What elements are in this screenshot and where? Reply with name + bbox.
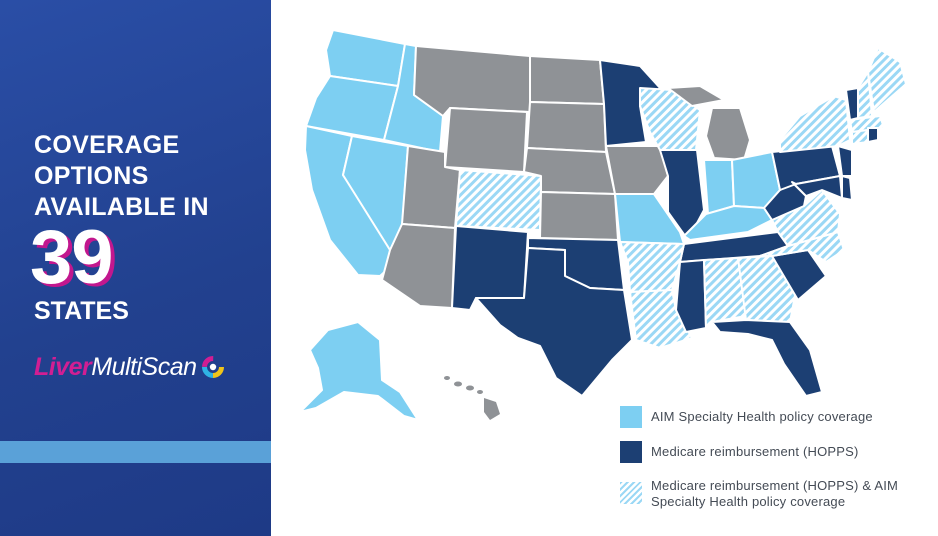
us-coverage-map — [299, 29, 907, 420]
state-michigan-upper — [667, 85, 725, 107]
state-kansas — [539, 191, 619, 241]
state-indiana — [703, 159, 735, 215]
brand-wordmark-liver: Liver — [34, 352, 92, 381]
sidebar-panel: COVERAGE OPTIONS AVAILABLE IN 39 STATES … — [0, 0, 271, 536]
legend-item-aim: AIM Specialty Health policy coverage — [620, 406, 873, 428]
state-virginia — [771, 189, 841, 247]
headline-line: AVAILABLE IN — [34, 193, 209, 221]
state-hawaii — [444, 376, 500, 420]
state-oregon — [305, 75, 399, 141]
state-colorado — [455, 169, 542, 231]
legend-label-line: Medicare reimbursement (HOPPS) & AIM — [651, 478, 899, 493]
legend-label: Medicare reimbursement (HOPPS) & AIM Spe… — [651, 478, 898, 510]
state-north-dakota — [529, 55, 605, 105]
state-maryland — [791, 175, 843, 199]
state-louisiana — [629, 289, 693, 349]
state-iowa — [605, 145, 669, 195]
legend-label: Medicare reimbursement (HOPPS) — [651, 441, 859, 460]
state-new-jersey — [837, 145, 853, 177]
legend-swatch-hopps — [620, 441, 642, 463]
legend-label-line: Medicare reimbursement (HOPPS) — [651, 444, 859, 459]
legend-swatch-hatched — [620, 482, 642, 504]
state-arkansas — [619, 241, 685, 293]
headline-line: COVERAGE — [34, 131, 180, 159]
brand-logo: Liver MultiScan — [34, 352, 225, 382]
legend-label-line: Specialty Health policy coverage — [651, 494, 846, 509]
state-montana — [413, 45, 531, 117]
state-alabama — [703, 257, 747, 329]
state-delaware — [841, 175, 853, 201]
coverage-headline: COVERAGE OPTIONS AVAILABLE IN — [34, 130, 264, 223]
state-new-hampshire — [857, 71, 873, 119]
legend-label: AIM Specialty Health policy coverage — [651, 406, 873, 425]
legend-swatch-aim — [620, 406, 642, 428]
state-michigan — [705, 107, 751, 161]
state-maine — [867, 47, 907, 113]
state-florida — [711, 319, 823, 397]
state-south-dakota — [526, 101, 607, 153]
legend-item-hopps-and-aim: Medicare reimbursement (HOPPS) & AIM Spe… — [620, 478, 898, 510]
multiscan-ring-icon — [201, 356, 224, 378]
brand-wordmark-multiscan: MultiScan — [91, 352, 197, 381]
state-connecticut — [851, 129, 869, 145]
states-label: STATES — [34, 297, 129, 325]
state-illinois — [659, 149, 705, 241]
state-minnesota — [599, 59, 661, 147]
state-rhode-island — [867, 127, 879, 143]
state-mississippi — [675, 259, 707, 333]
accent-stripe — [0, 441, 271, 463]
state-new-york — [779, 95, 851, 153]
state-missouri — [614, 193, 685, 245]
legend-label-line: AIM Specialty Health policy coverage — [651, 409, 873, 424]
state-texas — [475, 247, 633, 397]
legend-item-hopps: Medicare reimbursement (HOPPS) — [620, 441, 859, 463]
states-count: 39 — [30, 215, 114, 300]
headline-line: OPTIONS — [34, 162, 149, 190]
state-alaska — [299, 321, 419, 420]
state-wyoming — [444, 107, 528, 173]
